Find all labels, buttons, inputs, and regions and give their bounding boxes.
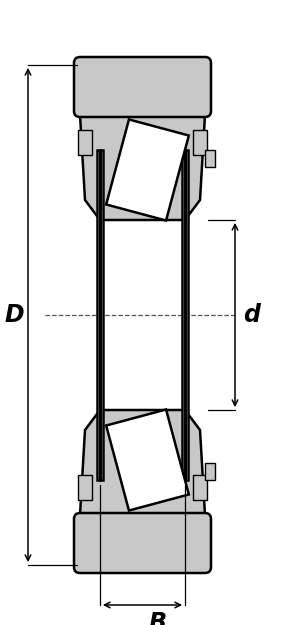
Text: D: D xyxy=(4,303,24,327)
Polygon shape xyxy=(78,130,92,155)
Text: d: d xyxy=(244,303,260,327)
Polygon shape xyxy=(182,150,188,480)
Polygon shape xyxy=(80,65,205,220)
Polygon shape xyxy=(193,130,207,155)
Polygon shape xyxy=(97,150,103,480)
FancyBboxPatch shape xyxy=(74,513,211,573)
FancyBboxPatch shape xyxy=(74,57,211,117)
Polygon shape xyxy=(205,150,215,167)
Polygon shape xyxy=(106,409,189,511)
Polygon shape xyxy=(83,67,202,107)
Text: B: B xyxy=(148,611,166,625)
Polygon shape xyxy=(205,463,215,480)
Polygon shape xyxy=(78,475,92,500)
Polygon shape xyxy=(80,410,205,565)
Polygon shape xyxy=(193,475,207,500)
Polygon shape xyxy=(106,119,189,221)
